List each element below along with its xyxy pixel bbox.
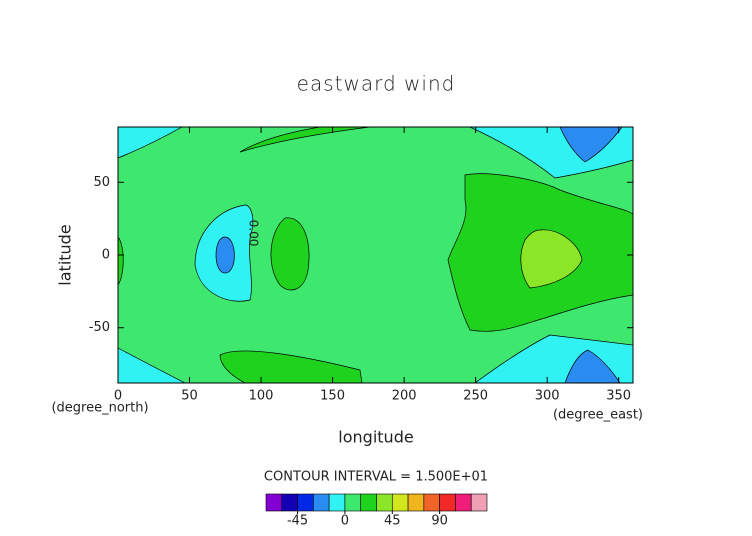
colorbar-tick-label: 90 — [431, 514, 448, 529]
y-tick-label: 0 — [102, 248, 110, 263]
y-tick-label: 50 — [93, 175, 110, 190]
colorbar-tick-label: 45 — [384, 514, 401, 529]
colorbar-box — [407, 493, 425, 512]
x-tick-label: 250 — [463, 389, 488, 404]
colorbar-box — [265, 493, 283, 512]
contour-region — [559, 126, 623, 163]
contour-region — [219, 350, 363, 384]
colorbar-box — [470, 493, 488, 512]
x-tick-label: 0 — [114, 389, 122, 404]
contour-label: 0.00 — [247, 220, 261, 247]
colorbar-tick-label: 0 — [341, 514, 349, 529]
colorbar-box — [281, 493, 298, 512]
x-tick-label: 100 — [249, 389, 274, 404]
colorbar-box — [328, 493, 346, 512]
x-tick-label: 350 — [606, 389, 631, 404]
y-unit: (degree_north) — [51, 401, 148, 416]
y-axis-label: latitude — [56, 224, 75, 285]
contour-region — [215, 236, 235, 274]
contour-region — [117, 126, 184, 159]
colorbar-box — [313, 493, 330, 512]
colorbar-box — [391, 493, 409, 512]
contour-region — [520, 229, 583, 289]
colorbar-box — [297, 493, 314, 512]
x-tick-label: 200 — [392, 389, 417, 404]
x-axis-label: longitude — [338, 428, 413, 447]
contour-region — [564, 349, 621, 384]
colorbar-tick-label: -45 — [287, 514, 308, 529]
x-tick-label: 300 — [535, 389, 560, 404]
chart-title: eastward wind — [297, 72, 456, 96]
colorbar-box — [439, 493, 456, 512]
x-tick-label: 50 — [181, 389, 198, 404]
x-unit: (degree_east) — [553, 408, 643, 423]
colorbar-box — [344, 493, 362, 512]
colorbar-box — [423, 493, 440, 512]
colorbar-box — [360, 493, 377, 512]
y-tick-label: -50 — [89, 320, 110, 335]
colorbar-box — [376, 493, 393, 512]
contour-interval: CONTOUR INTERVAL = 1.500E+01 — [264, 470, 488, 485]
colorbar-box — [455, 493, 472, 512]
x-tick-label: 150 — [320, 389, 345, 404]
contour-region — [270, 217, 310, 291]
